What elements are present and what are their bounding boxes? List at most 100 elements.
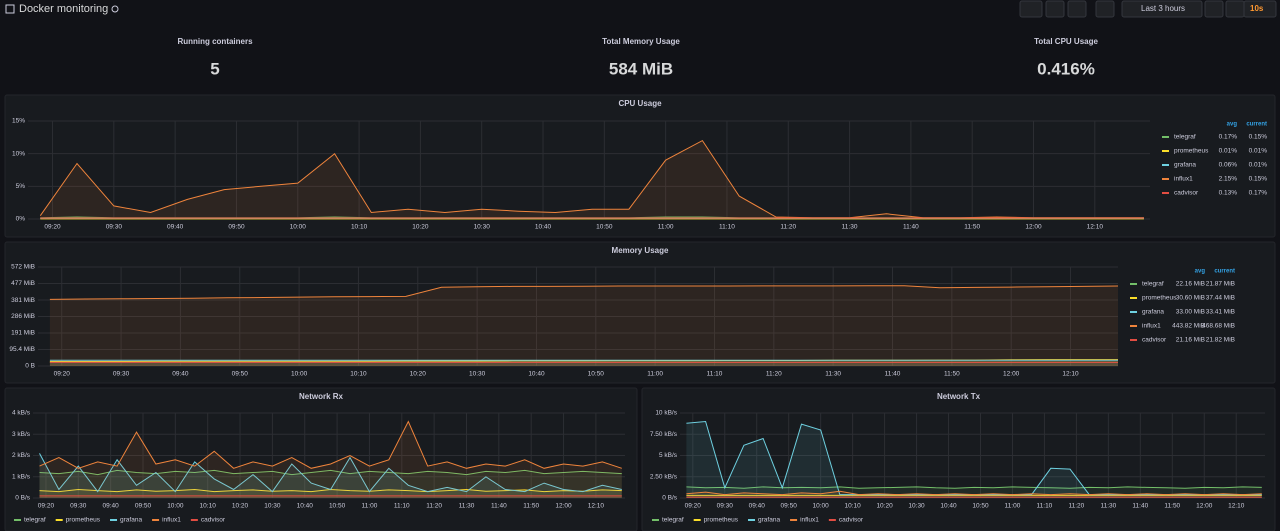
panel-background xyxy=(4,94,1276,238)
x-tick-label: 10:50 xyxy=(588,371,605,378)
panel-title: CPU Usage xyxy=(618,99,662,108)
x-tick-label: 10:00 xyxy=(291,371,308,378)
legend-value: 0.17% xyxy=(1249,190,1268,197)
legend-header: avg xyxy=(1195,269,1206,275)
legend-label: influx1 xyxy=(162,517,181,524)
add-panel-button[interactable] xyxy=(1019,0,1043,18)
y-tick-label: 0% xyxy=(16,216,26,223)
legend-value: 2.15% xyxy=(1219,176,1238,183)
x-tick-label: 12:10 xyxy=(1062,371,1079,378)
y-tick-label: 286 MiB xyxy=(11,313,35,320)
series-line xyxy=(39,420,622,469)
settings-button[interactable] xyxy=(1067,0,1087,18)
series-area xyxy=(686,421,1262,498)
series-area xyxy=(39,453,622,498)
series-line xyxy=(49,285,1119,300)
dashboard-title[interactable]: Docker monitoring xyxy=(19,3,108,15)
x-tick-label: 09:30 xyxy=(70,503,87,510)
legend-value: 0.01% xyxy=(1249,148,1268,155)
legend-swatch xyxy=(652,519,659,521)
legend-value: 0.15% xyxy=(1249,134,1268,141)
legend-swatch xyxy=(1130,325,1137,327)
save-button[interactable] xyxy=(1045,0,1065,18)
x-tick-label: 09:20 xyxy=(54,371,71,378)
time-range[interactable]: Last 3 hours xyxy=(1141,4,1185,13)
legend-value: 30.60 MiB xyxy=(1176,295,1205,302)
y-tick-label: 95.4 MiB xyxy=(9,346,35,353)
x-tick-label: 11:30 xyxy=(842,224,858,231)
legend-swatch xyxy=(1130,339,1137,341)
x-tick-label: 12:00 xyxy=(555,503,572,510)
refresh-interval[interactable] xyxy=(1243,0,1277,18)
x-tick-label: 11:30 xyxy=(825,371,841,378)
series-area xyxy=(49,362,1118,366)
panel: Network Tx 0 B/s 2.50 kB/s 5 kB/s 7.50 kB/s 1… xyxy=(641,387,1276,531)
legend-value: 0.17% xyxy=(1219,134,1238,141)
refresh-value[interactable]: 10s xyxy=(1250,4,1264,13)
zoom-out-button[interactable] xyxy=(1204,0,1224,18)
series-area xyxy=(49,360,1118,366)
stat-title: Running containers xyxy=(177,37,253,46)
panel: CPU Usage 0% 5% 10% 15% 09:20 09:30 09:40 09:50 1… xyxy=(4,94,1276,238)
legend-label: cadvisor xyxy=(1174,190,1199,197)
share-icon[interactable] xyxy=(111,5,119,13)
x-tick-label: 10:00 xyxy=(167,503,184,510)
legend-swatch xyxy=(55,519,63,521)
legend-value: 0.06% xyxy=(1219,162,1238,169)
legend-label: telegraf xyxy=(662,517,684,524)
legend-value: 22.16 MiB xyxy=(1176,281,1205,288)
y-tick-label: 0 B xyxy=(25,363,35,370)
stat-title: Total Memory Usage xyxy=(602,37,680,46)
y-tick-label: 2.50 kB/s xyxy=(650,473,678,480)
legend-swatch xyxy=(1130,283,1137,285)
legend-label: telegraf xyxy=(1142,281,1164,288)
x-tick-label: 12:10 xyxy=(1228,503,1245,510)
legend-label: grafana xyxy=(758,517,780,524)
legend-value: 0.01% xyxy=(1219,148,1238,155)
stat-value: 584 MiB xyxy=(609,59,673,78)
series-area xyxy=(49,285,1118,366)
time-picker[interactable] xyxy=(1121,0,1203,18)
x-tick-label: 10:10 xyxy=(200,503,217,510)
legend-value: 21.87 MiB xyxy=(1206,281,1235,288)
top-bar: Docker monitoring Last 3 hours 10s xyxy=(5,0,1277,18)
y-tick-label: 10 kB/s xyxy=(655,410,677,417)
x-tick-label: 10:30 xyxy=(474,224,491,231)
legend-header: avg xyxy=(1227,122,1238,128)
tv-mode-button[interactable] xyxy=(1095,0,1115,18)
x-tick-label: 11:50 xyxy=(1164,503,1180,510)
x-tick-label: 11:50 xyxy=(523,503,539,510)
x-tick-label: 10:30 xyxy=(264,503,281,510)
series-line xyxy=(686,490,1262,496)
x-tick-label: 09:30 xyxy=(106,224,123,231)
legend-swatch xyxy=(152,519,160,521)
x-tick-label: 11:00 xyxy=(658,224,674,231)
legend-swatch xyxy=(14,519,21,521)
legend-value: 0.01% xyxy=(1249,162,1268,169)
x-tick-label: 12:10 xyxy=(588,503,605,510)
apps-icon[interactable] xyxy=(5,4,15,14)
series-line xyxy=(39,453,622,493)
y-tick-label: 191 MiB xyxy=(11,330,35,337)
x-tick-label: 09:50 xyxy=(228,224,245,231)
panel-background xyxy=(4,241,1276,384)
x-tick-label: 10:10 xyxy=(350,371,367,378)
legend-label: cadvisor xyxy=(839,517,864,524)
legend-swatch xyxy=(1130,297,1137,299)
x-tick-label: 12:10 xyxy=(1087,224,1104,231)
legend-swatch xyxy=(1162,136,1169,138)
x-tick-label: 11:10 xyxy=(394,503,410,510)
x-tick-label: 11:40 xyxy=(903,224,919,231)
x-tick-label: 12:00 xyxy=(1196,503,1213,510)
series-line xyxy=(39,469,622,476)
refresh-button[interactable] xyxy=(1225,0,1245,18)
legend-header: current xyxy=(1246,122,1267,128)
x-tick-label: 10:40 xyxy=(528,371,545,378)
panel: Network Rx 0 B/s 1 kB/s 2 kB/s 3 kB/s 4 kB/s 0… xyxy=(4,387,638,531)
x-tick-label: 11:00 xyxy=(1005,503,1021,510)
stat-value: 0.416% xyxy=(1037,59,1095,78)
y-tick-label: 3 kB/s xyxy=(12,431,31,438)
series-area xyxy=(40,140,1144,219)
y-tick-label: 4 kB/s xyxy=(12,410,31,417)
